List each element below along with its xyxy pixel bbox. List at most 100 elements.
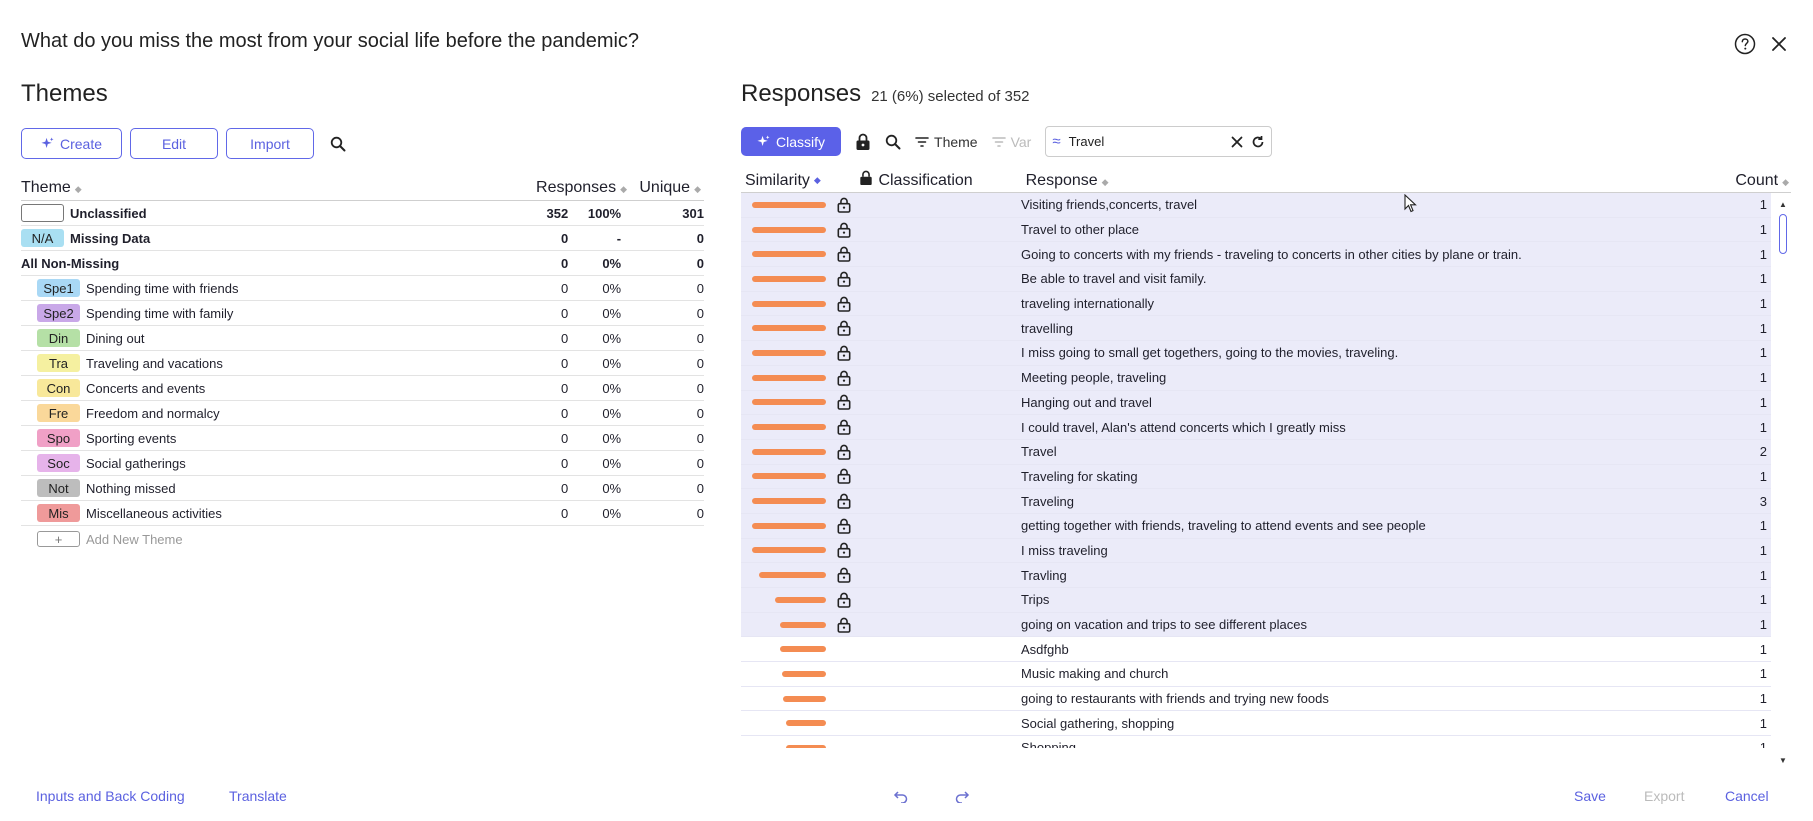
- unlock-icon[interactable]: [837, 542, 851, 559]
- count-column-header[interactable]: Count ◆: [1712, 172, 1791, 190]
- unlock-icon[interactable]: [837, 394, 851, 411]
- theme-column-header[interactable]: Theme ◆: [21, 179, 511, 197]
- unlock-icon[interactable]: [837, 370, 851, 386]
- unlock-icon[interactable]: [837, 222, 851, 238]
- undo-icon[interactable]: [893, 789, 909, 806]
- lock-cell[interactable]: [835, 468, 854, 485]
- similarity-column-header[interactable]: Similarity ◆: [741, 172, 859, 190]
- response-row[interactable]: I could travel, Alan's attend concerts w…: [741, 415, 1771, 440]
- refresh-icon[interactable]: [1251, 135, 1265, 149]
- response-row[interactable]: Travel to other place 1: [741, 217, 1771, 243]
- unlock-icon[interactable]: [837, 468, 851, 485]
- filter-value[interactable]: Travel: [1068, 134, 1105, 149]
- lock-cell[interactable]: [835, 296, 854, 312]
- import-button[interactable]: Import: [226, 128, 314, 159]
- unlock-icon[interactable]: [837, 320, 851, 337]
- theme-row[interactable]: Spo Sporting events 0 0% 0: [21, 426, 704, 451]
- response-row[interactable]: Going to concerts with my friends - trav…: [741, 242, 1771, 268]
- lock-cell[interactable]: [835, 444, 854, 460]
- help-circle-icon[interactable]: [1733, 32, 1757, 56]
- unlock-icon[interactable]: [837, 617, 851, 633]
- unlock-icon[interactable]: [837, 567, 851, 583]
- response-row[interactable]: Hanging out and travel 1: [741, 390, 1771, 416]
- lock-cell[interactable]: [835, 320, 854, 337]
- export-button[interactable]: Export: [1644, 788, 1685, 804]
- lock-cell[interactable]: [835, 518, 854, 534]
- response-search-icon[interactable]: [885, 134, 901, 150]
- response-row[interactable]: Shopping 1: [741, 736, 1771, 748]
- unlock-icon[interactable]: [837, 197, 851, 213]
- save-button[interactable]: Save: [1574, 788, 1606, 804]
- responses-scrollbar[interactable]: ▲ ▼: [1777, 200, 1789, 765]
- theme-search-icon[interactable]: [330, 136, 346, 152]
- theme-row[interactable]: Spe2 Spending time with family 0 0% 0: [21, 301, 704, 326]
- lock-cell[interactable]: [835, 370, 854, 386]
- theme-row[interactable]: Mis Miscellaneous activities 0 0% 0: [21, 501, 704, 526]
- unlock-icon[interactable]: [837, 419, 851, 435]
- lock-cell[interactable]: [835, 592, 854, 608]
- scroll-down-icon[interactable]: ▼: [1779, 756, 1787, 765]
- lock-cell[interactable]: [835, 542, 854, 559]
- theme-row[interactable]: Fre Freedom and normalcy 0 0% 0: [21, 401, 704, 426]
- scroll-up-icon[interactable]: ▲: [1779, 200, 1787, 209]
- var-filter-button[interactable]: Var: [991, 134, 1031, 150]
- response-row[interactable]: travelling 1: [741, 316, 1771, 342]
- responses-column-header[interactable]: Responses ◆: [511, 179, 631, 197]
- unlock-icon[interactable]: [837, 518, 851, 534]
- response-row[interactable]: getting together with friends, traveling…: [741, 513, 1771, 539]
- response-row[interactable]: Social gathering, shopping 1: [741, 711, 1771, 737]
- response-row[interactable]: Asdfghb 1: [741, 637, 1771, 663]
- response-row[interactable]: going to restaurants with friends and tr…: [741, 687, 1771, 712]
- lock-cell[interactable]: [835, 617, 854, 633]
- response-row[interactable]: Travel 2: [741, 439, 1771, 465]
- create-button[interactable]: Create: [21, 128, 122, 159]
- response-row[interactable]: Music making and church 1: [741, 662, 1771, 687]
- unlock-icon[interactable]: [837, 271, 851, 287]
- unlock-icon[interactable]: [837, 296, 851, 312]
- translate-link[interactable]: Translate: [229, 788, 287, 804]
- lock-cell[interactable]: [835, 567, 854, 583]
- response-row[interactable]: Traveling for skating 1: [741, 464, 1771, 490]
- response-column-header[interactable]: Response ◆: [1026, 172, 1713, 190]
- unlock-icon[interactable]: [837, 246, 851, 263]
- theme-row[interactable]: Din Dining out 0 0% 0: [21, 326, 704, 351]
- lock-icon[interactable]: [855, 133, 871, 151]
- lock-column-header[interactable]: [859, 170, 879, 191]
- theme-row[interactable]: Not Nothing missed 0 0% 0: [21, 476, 704, 501]
- response-row[interactable]: Traveling 3: [741, 489, 1771, 514]
- response-row[interactable]: I miss traveling 1: [741, 538, 1771, 564]
- close-icon[interactable]: [1767, 32, 1791, 56]
- theme-filter-button[interactable]: Theme: [915, 134, 978, 150]
- response-row[interactable]: Trips 1: [741, 588, 1771, 613]
- theme-row-missing-data[interactable]: N/A Missing Data 0 - 0: [21, 226, 704, 251]
- similarity-filter-input[interactable]: ≈ Travel: [1045, 126, 1273, 157]
- theme-row[interactable]: Spe1 Spending time with friends 0 0% 0: [21, 276, 704, 301]
- unlock-icon[interactable]: [837, 592, 851, 608]
- theme-row-unclassified[interactable]: Unclassified 352 100% 301: [21, 201, 704, 226]
- lock-cell[interactable]: [835, 493, 854, 509]
- response-row[interactable]: traveling internationally 1: [741, 291, 1771, 317]
- lock-cell[interactable]: [835, 394, 854, 411]
- response-row[interactable]: Meeting people, traveling 1: [741, 365, 1771, 391]
- lock-cell[interactable]: [835, 345, 854, 361]
- lock-cell[interactable]: [835, 222, 854, 238]
- theme-row[interactable]: Con Concerts and events 0 0% 0: [21, 376, 704, 401]
- redo-icon[interactable]: [954, 789, 970, 806]
- classification-column-header[interactable]: Classification: [878, 171, 973, 189]
- unlock-icon[interactable]: [837, 493, 851, 509]
- theme-row[interactable]: Tra Traveling and vacations 0 0% 0: [21, 351, 704, 376]
- lock-cell[interactable]: [835, 246, 854, 263]
- unlock-icon[interactable]: [837, 444, 851, 460]
- cancel-button[interactable]: Cancel: [1725, 788, 1769, 804]
- inputs-back-coding-link[interactable]: Inputs and Back Coding: [36, 788, 185, 804]
- add-new-theme[interactable]: + Add New Theme: [21, 526, 704, 552]
- lock-cell[interactable]: [835, 197, 854, 213]
- theme-row-all-non-missing[interactable]: All Non-Missing 0 0% 0: [21, 251, 704, 276]
- unlock-icon[interactable]: [837, 345, 851, 361]
- edit-button[interactable]: Edit: [130, 128, 218, 159]
- scroll-thumb[interactable]: [1779, 214, 1787, 254]
- response-row[interactable]: I miss going to small get togethers, goi…: [741, 341, 1771, 366]
- response-row[interactable]: going on vacation and trips to see diffe…: [741, 612, 1771, 638]
- unique-column-header[interactable]: Unique ◆: [631, 179, 701, 197]
- theme-row[interactable]: Soc Social gatherings 0 0% 0: [21, 451, 704, 476]
